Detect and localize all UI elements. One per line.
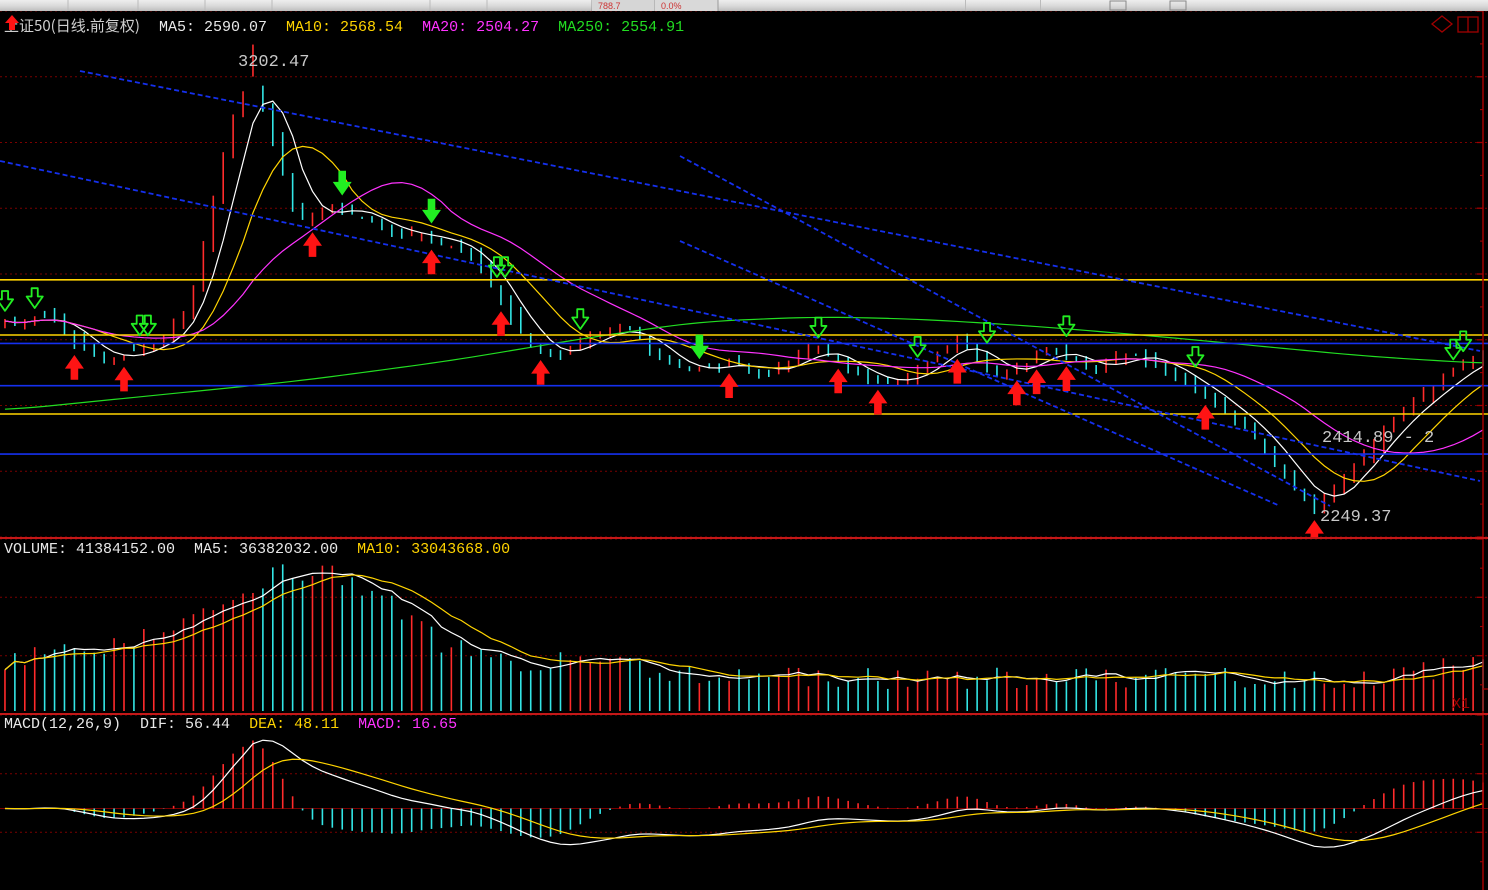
svg-text:788.7: 788.7	[598, 1, 621, 11]
svg-text:0.0%: 0.0%	[661, 1, 682, 11]
svg-text:X1: X1	[1452, 696, 1470, 713]
